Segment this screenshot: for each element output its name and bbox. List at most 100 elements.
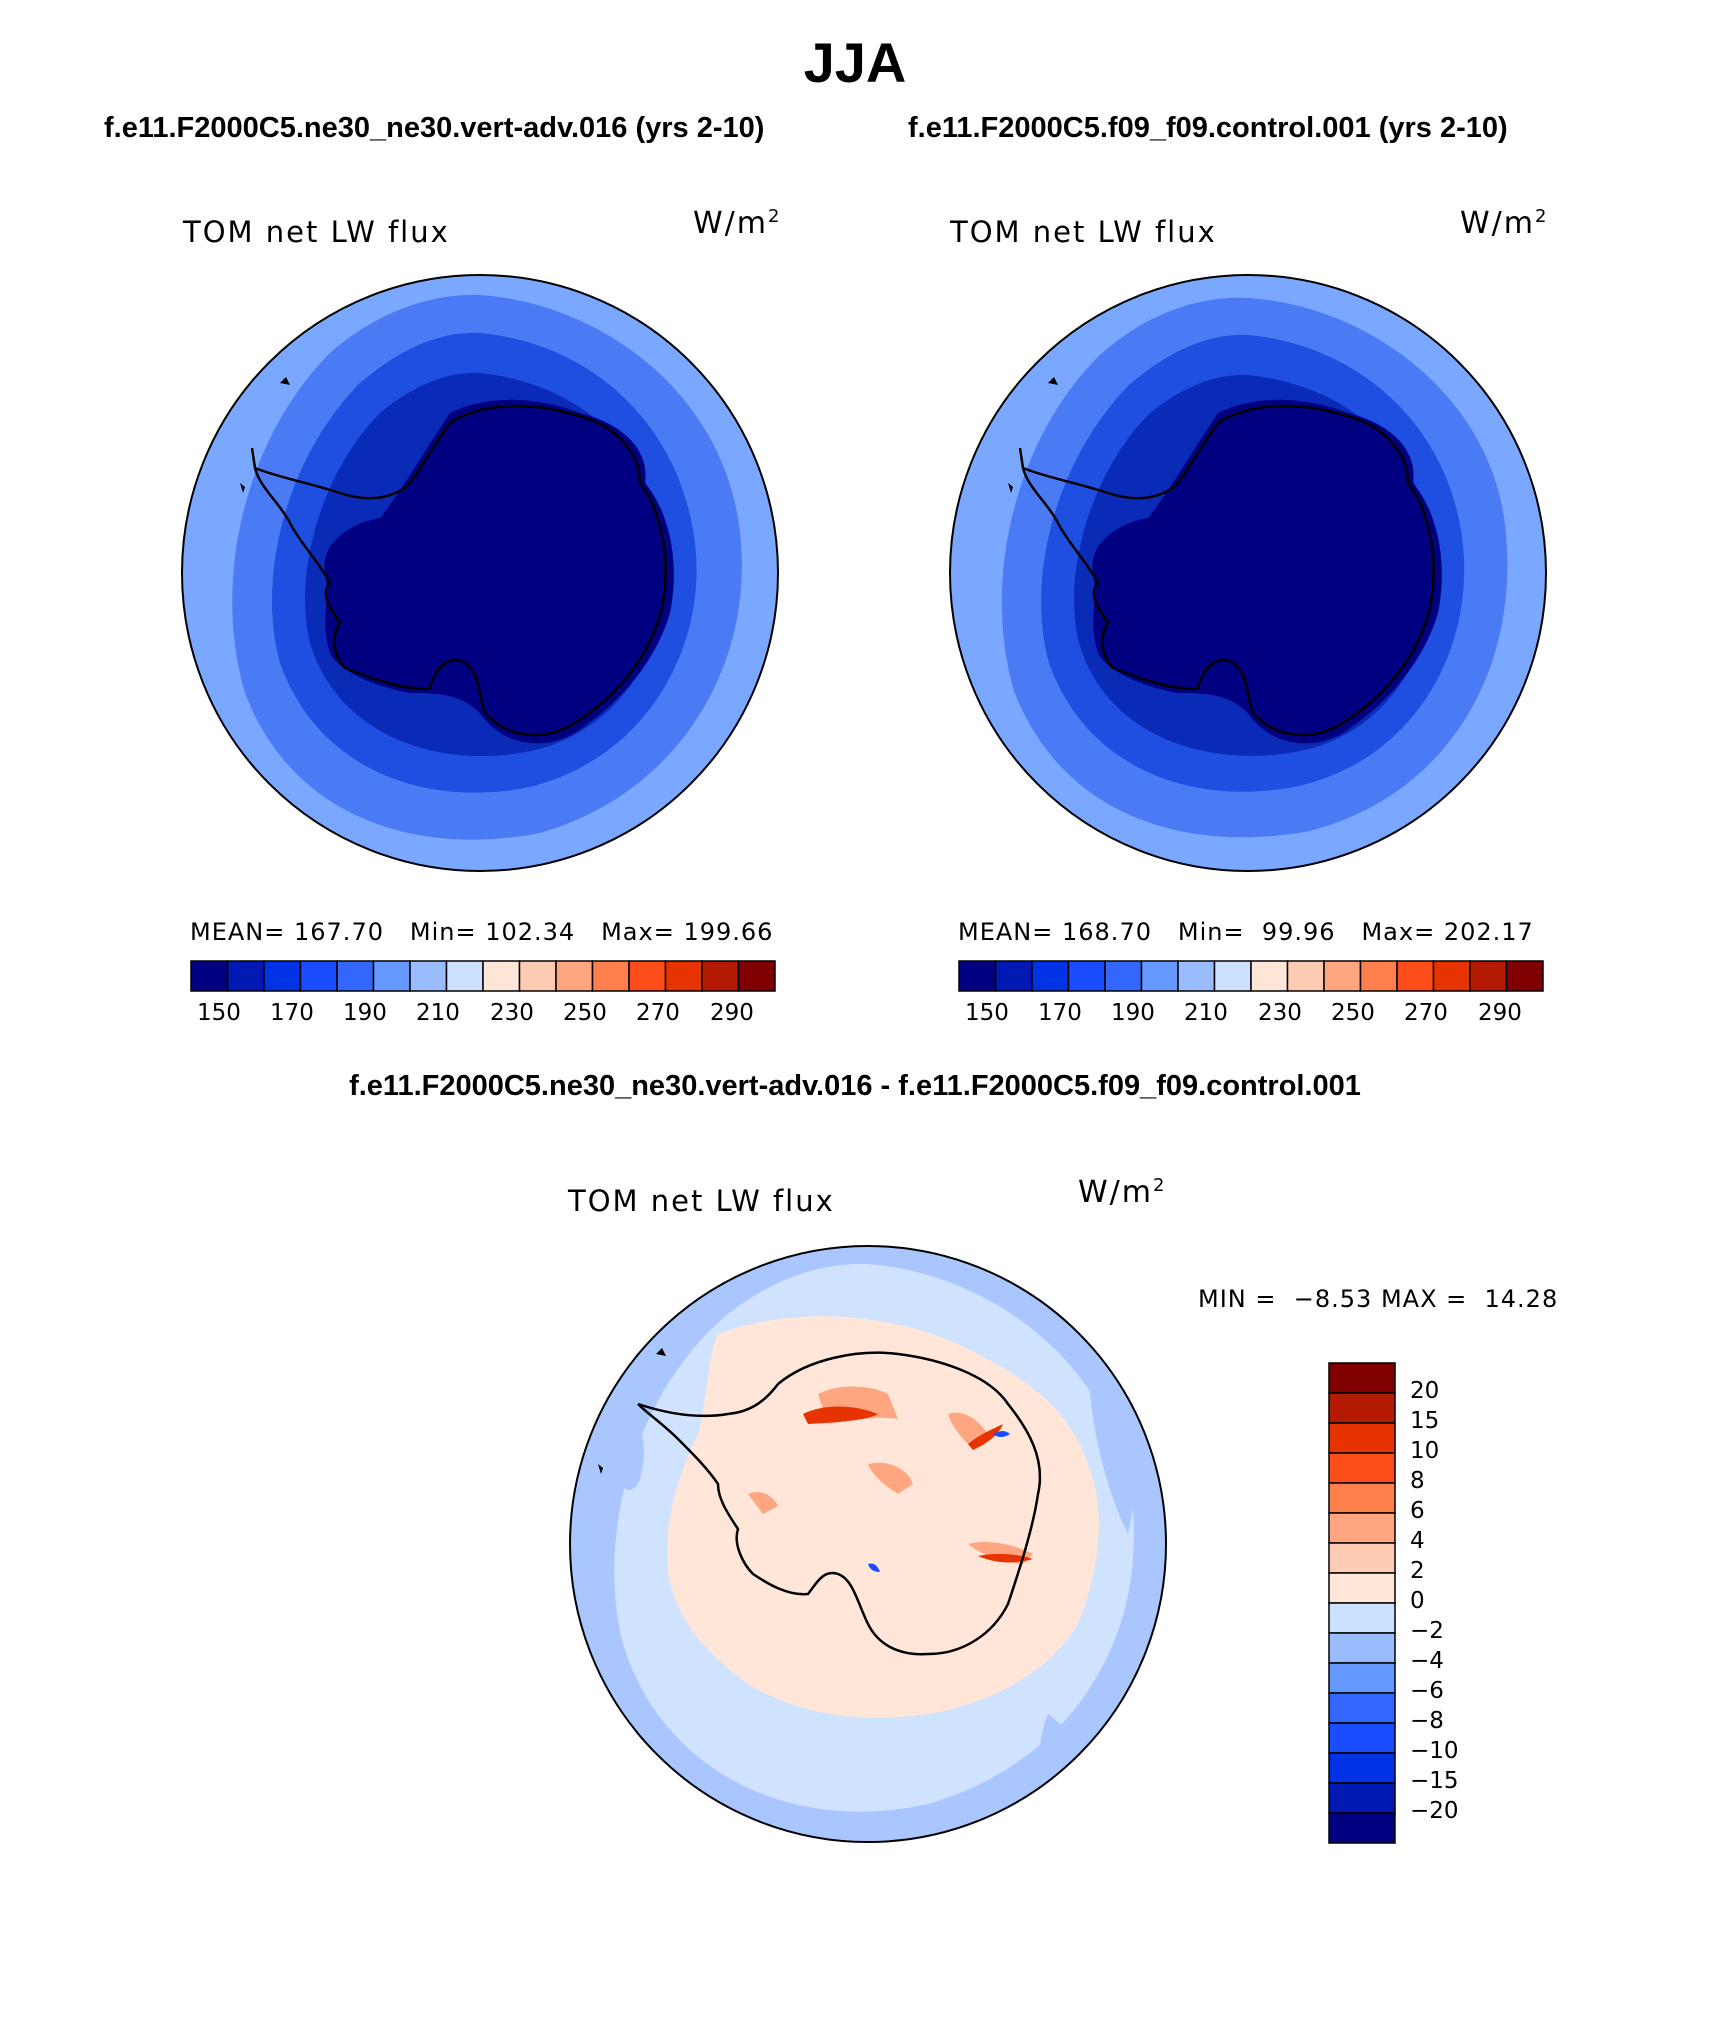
- diff-colorbar-label-8: −2: [1410, 1618, 1444, 1644]
- left-tick-250: 250: [563, 1000, 607, 1026]
- colorbar-box-0-14: [701, 960, 740, 992]
- colorbar-box-1-1: [994, 960, 1033, 992]
- colorbar-box-1-12: [1396, 960, 1435, 992]
- diff-max-label: MAX =: [1380, 1285, 1468, 1313]
- diff-colorbar-box-6: [1328, 1542, 1396, 1574]
- colorbar-box-0-13: [664, 960, 703, 992]
- diff-min-value: −8.53: [1293, 1285, 1373, 1313]
- right-max-label: Max=: [1361, 918, 1436, 946]
- right-variable-label: TOM net LW flux: [950, 215, 1217, 249]
- diff-colorbar-box-13: [1328, 1752, 1396, 1784]
- left-min-value: 102.34: [485, 918, 576, 946]
- colorbar-box-1-13: [1432, 960, 1471, 992]
- left-stats: MEAN= 167.70 Min= 102.34 Max= 199.66: [190, 918, 773, 946]
- colorbar-box-0-3: [299, 960, 338, 992]
- difference-title: f.e11.F2000C5.ne30_ne30.vert-adv.016 - f…: [349, 1070, 1361, 1102]
- colorbar-box-0-5: [372, 960, 411, 992]
- colorbar-box-1-10: [1323, 960, 1362, 992]
- colorbar-box-0-15: [737, 960, 776, 992]
- left-mean-value: 167.70: [294, 918, 384, 946]
- colorbar-box-1-7: [1213, 960, 1252, 992]
- left-colorbar: [190, 960, 776, 992]
- colorbar-box-0-12: [628, 960, 667, 992]
- left-unit-label: W/m2: [693, 206, 782, 241]
- diff-max-value: 14.28: [1484, 1285, 1559, 1313]
- colorbar-box-1-2: [1031, 960, 1070, 992]
- left-max-label: Max=: [601, 918, 675, 946]
- colorbar-box-0-4: [336, 960, 375, 992]
- difference-colorbar-labels: 20 15 10 8 6 4 2 0 −2 −4 −6 −8 −10 −15 −20: [1410, 1362, 1490, 1844]
- colorbar-box-1-9: [1286, 960, 1325, 992]
- right-tick-250: 250: [1331, 1000, 1375, 1026]
- left-run-title: f.e11.F2000C5.ne30_ne30.vert-adv.016 (yr…: [104, 112, 765, 144]
- diff-colorbar-label-14: −20: [1410, 1798, 1459, 1824]
- diff-colorbar-label-4: 6: [1410, 1498, 1425, 1524]
- diff-colorbar-box-7: [1328, 1572, 1396, 1604]
- right-tick-150: 150: [965, 1000, 1009, 1026]
- colorbar-box-1-6: [1177, 960, 1216, 992]
- diff-colorbar-label-3: 8: [1410, 1468, 1425, 1494]
- season-title: JJA: [803, 31, 907, 94]
- colorbar-box-1-5: [1140, 960, 1179, 992]
- right-stats: MEAN= 168.70 Min= 99.96 Max= 202.17: [958, 918, 1534, 946]
- diff-colorbar-label-12: −10: [1410, 1738, 1459, 1764]
- right-colorbar: [958, 960, 1544, 992]
- left-mean-label: MEAN=: [190, 918, 286, 946]
- left-tick-150: 150: [197, 1000, 241, 1026]
- colorbar-box-1-8: [1250, 960, 1289, 992]
- diff-colorbar-box-11: [1328, 1692, 1396, 1724]
- left-tick-230: 230: [490, 1000, 534, 1026]
- right-min-value: 99.96: [1261, 918, 1336, 946]
- diff-colorbar-label-10: −6: [1410, 1678, 1444, 1704]
- diff-colorbar-box-4: [1328, 1482, 1396, 1514]
- diff-colorbar-box-3: [1328, 1452, 1396, 1484]
- diff-colorbar-label-13: −15: [1410, 1768, 1459, 1794]
- left-variable-label: TOM net LW flux: [183, 215, 450, 249]
- colorbar-box-1-4: [1104, 960, 1143, 992]
- colorbar-box-1-0: [958, 960, 997, 992]
- right-tick-210: 210: [1184, 1000, 1228, 1026]
- diff-colorbar-label-1: 15: [1410, 1408, 1440, 1434]
- left-colorbar-ticks: 150 170 190 210 230 250 270 290: [190, 1000, 776, 1030]
- diff-colorbar-box-15: [1328, 1812, 1396, 1844]
- diff-colorbar-box-14: [1328, 1782, 1396, 1814]
- colorbar-box-1-14: [1469, 960, 1508, 992]
- right-tick-230: 230: [1258, 1000, 1302, 1026]
- left-max-value: 199.66: [683, 918, 774, 946]
- diff-colorbar-box-0: [1328, 1362, 1396, 1394]
- colorbar-box-0-2: [263, 960, 302, 992]
- difference-polar-map: [569, 1245, 1167, 1843]
- diff-variable-label: TOM net LW flux: [568, 1184, 835, 1218]
- diff-colorbar-label-11: −8: [1410, 1708, 1444, 1734]
- diff-colorbar-box-2: [1328, 1422, 1396, 1454]
- diff-unit-label: W/m2: [1078, 1175, 1167, 1210]
- diff-min-label: MIN =: [1198, 1285, 1277, 1313]
- left-polar-map: [181, 274, 779, 872]
- colorbar-box-1-3: [1067, 960, 1106, 992]
- right-run-title: f.e11.F2000C5.f09_f09.control.001 (yrs 2…: [908, 112, 1508, 144]
- right-tick-290: 290: [1478, 1000, 1522, 1026]
- diff-colorbar-label-2: 10: [1410, 1438, 1440, 1464]
- diff-colorbar-label-5: 4: [1410, 1528, 1425, 1554]
- right-tick-270: 270: [1404, 1000, 1448, 1026]
- left-tick-210: 210: [416, 1000, 460, 1026]
- diff-colorbar-label-9: −4: [1410, 1648, 1444, 1674]
- diff-colorbar-box-9: [1328, 1632, 1396, 1664]
- diff-colorbar-label-6: 2: [1410, 1558, 1425, 1584]
- diff-colorbar-box-5: [1328, 1512, 1396, 1544]
- right-colorbar-ticks: 150 170 190 210 230 250 270 290: [958, 1000, 1544, 1030]
- left-tick-290: 290: [710, 1000, 754, 1026]
- diff-colorbar-box-12: [1328, 1722, 1396, 1754]
- diff-colorbar-label-0: 20: [1410, 1378, 1440, 1404]
- right-min-label: Min=: [1177, 918, 1245, 946]
- diff-min-max: MIN = −8.53 MAX = 14.28: [1198, 1285, 1558, 1313]
- right-polar-map: [949, 274, 1547, 872]
- diff-colorbar-box-10: [1328, 1662, 1396, 1694]
- left-tick-270: 270: [636, 1000, 680, 1026]
- colorbar-box-0-9: [518, 960, 557, 992]
- colorbar-box-0-0: [190, 960, 229, 992]
- diff-colorbar-box-8: [1328, 1602, 1396, 1634]
- right-mean-value: 168.70: [1062, 918, 1152, 946]
- right-tick-170: 170: [1038, 1000, 1082, 1026]
- left-min-label: Min=: [409, 918, 477, 946]
